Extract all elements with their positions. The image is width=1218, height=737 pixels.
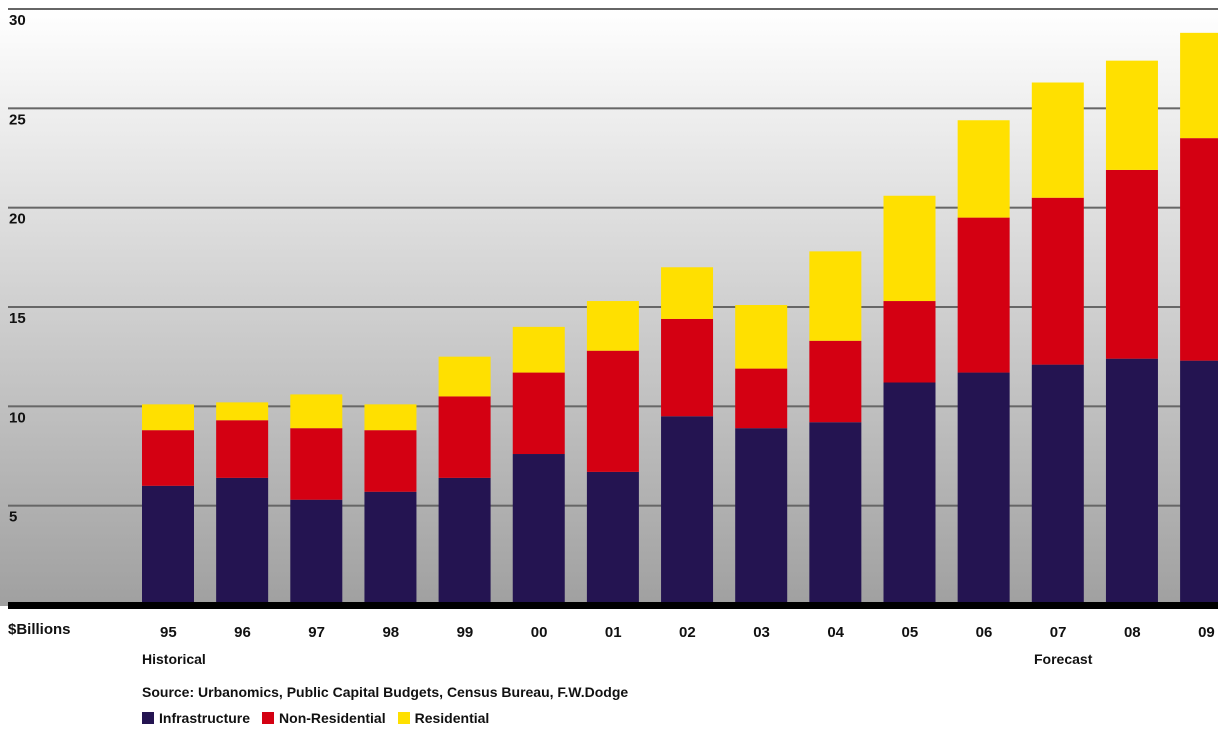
forecast-annotation: Forecast bbox=[1034, 651, 1093, 667]
bar-06-residential bbox=[957, 120, 1010, 218]
bar-97-infrastructure bbox=[290, 499, 343, 605]
x-tick-label: 99 bbox=[457, 624, 474, 641]
bar-09-residential bbox=[1180, 32, 1218, 139]
bar-96-infrastructure bbox=[216, 477, 269, 605]
y-tick-label: 10 bbox=[9, 409, 26, 426]
x-tick-labels: 95 96 97 98 99 00 01 02 03 04 05 06 07 08 09 bbox=[160, 624, 1215, 641]
bar-98-non-residential bbox=[364, 430, 417, 492]
y-tick-label: 25 bbox=[9, 111, 26, 128]
source-note: Source: Urbanomics, Public Capital Budge… bbox=[142, 684, 629, 700]
y-tick-labels: 5 10 15 20 25 30 bbox=[9, 12, 26, 526]
bar-09-infrastructure bbox=[1180, 360, 1218, 605]
x-tick-label: 05 bbox=[902, 624, 919, 641]
bar-05-non-residential bbox=[883, 301, 936, 383]
bar-99-non-residential bbox=[438, 396, 491, 478]
y-tick-label: 30 bbox=[9, 12, 26, 29]
bar-03-non-residential bbox=[735, 368, 788, 429]
x-tick-label: 95 bbox=[160, 624, 177, 641]
legend-item-infrastructure: Infrastructure bbox=[142, 710, 250, 726]
bar-96-residential bbox=[216, 402, 269, 421]
bar-05-residential bbox=[883, 195, 936, 302]
bar-02-non-residential bbox=[661, 318, 714, 417]
bar-08-residential bbox=[1105, 60, 1158, 170]
bar-99-residential bbox=[438, 356, 491, 397]
bar-00-residential bbox=[512, 326, 565, 373]
bar-97-residential bbox=[290, 394, 343, 429]
bar-95-residential bbox=[142, 404, 194, 431]
x-tick-label: 09 bbox=[1198, 624, 1215, 641]
x-axis-line bbox=[8, 602, 1218, 609]
bar-96-non-residential bbox=[216, 420, 269, 478]
y-tick-label: 20 bbox=[9, 211, 26, 228]
bar-07-residential bbox=[1031, 82, 1084, 198]
x-tick-label: 04 bbox=[827, 624, 844, 641]
bar-02-infrastructure bbox=[661, 416, 714, 605]
gridline-20 bbox=[8, 206, 1218, 209]
bar-02-residential bbox=[661, 267, 714, 319]
y-axis-unit-label: $Billions bbox=[8, 621, 71, 638]
x-tick-label: 06 bbox=[976, 624, 993, 641]
bar-03-infrastructure bbox=[735, 428, 788, 605]
legend-swatch-non-residential bbox=[262, 712, 275, 724]
bar-05-infrastructure bbox=[883, 382, 936, 605]
x-tick-label: 96 bbox=[234, 624, 251, 641]
legend-swatch-residential bbox=[397, 712, 410, 724]
bar-01-non-residential bbox=[586, 350, 639, 472]
legend-item-residential: Residential bbox=[397, 710, 490, 726]
bars bbox=[142, 32, 1218, 605]
bar-07-non-residential bbox=[1031, 197, 1084, 365]
y-tick-label: 5 bbox=[9, 509, 17, 526]
bar-08-non-residential bbox=[1105, 169, 1158, 359]
x-tick-label: 02 bbox=[679, 624, 696, 641]
bar-01-residential bbox=[586, 301, 639, 351]
legend-label-non-residential: Non-Residential bbox=[279, 710, 386, 726]
bar-95-non-residential bbox=[142, 430, 194, 486]
bar-03-residential bbox=[735, 305, 788, 369]
bar-00-infrastructure bbox=[512, 454, 565, 605]
legend: Infrastructure Non-Residential Residenti… bbox=[142, 710, 489, 726]
gridline-30 bbox=[8, 8, 1218, 10]
legend-label-infrastructure: Infrastructure bbox=[159, 710, 251, 726]
bar-98-residential bbox=[364, 404, 417, 431]
bar-08-infrastructure bbox=[1105, 358, 1158, 605]
bar-95-infrastructure bbox=[142, 485, 194, 605]
bar-00-non-residential bbox=[512, 372, 565, 455]
x-tick-label: 01 bbox=[605, 624, 622, 641]
legend-swatch-infrastructure bbox=[142, 712, 154, 724]
bar-06-non-residential bbox=[957, 217, 1010, 373]
bar-06-infrastructure bbox=[957, 372, 1010, 605]
bar-04-infrastructure bbox=[809, 422, 862, 605]
bar-99-infrastructure bbox=[438, 477, 491, 605]
x-tick-label: 97 bbox=[308, 624, 325, 641]
bar-04-residential bbox=[809, 251, 862, 341]
legend-item-non-residential: Non-Residential bbox=[262, 710, 386, 726]
bar-98-infrastructure bbox=[364, 491, 417, 605]
x-tick-label: 03 bbox=[753, 624, 770, 641]
x-tick-label: 07 bbox=[1050, 624, 1067, 641]
bar-97-non-residential bbox=[290, 428, 343, 500]
x-tick-label: 98 bbox=[382, 624, 399, 641]
x-tick-label: 08 bbox=[1124, 624, 1141, 641]
legend-label-residential: Residential bbox=[414, 710, 490, 726]
y-tick-label: 15 bbox=[9, 310, 26, 327]
gridline-25 bbox=[8, 107, 1218, 110]
x-tick-label: 00 bbox=[531, 624, 548, 641]
historical-annotation: Historical bbox=[142, 651, 206, 667]
bar-09-non-residential bbox=[1180, 138, 1218, 361]
bar-04-non-residential bbox=[809, 340, 862, 423]
bar-01-infrastructure bbox=[586, 471, 639, 605]
bar-07-infrastructure bbox=[1031, 364, 1084, 605]
